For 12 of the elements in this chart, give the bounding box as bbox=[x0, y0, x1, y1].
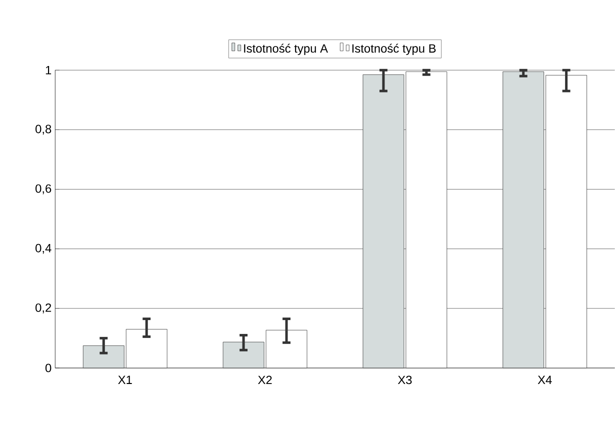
legend-label: Istotność typu A bbox=[244, 44, 328, 55]
x-tick-label: X1 bbox=[118, 376, 132, 384]
x-tick-label: X3 bbox=[398, 376, 412, 384]
y-tick-label: 0,4 bbox=[36, 244, 52, 254]
x-tick-label: X2 bbox=[258, 376, 272, 384]
y-tick-label: 0,8 bbox=[36, 124, 52, 135]
y-tick-label: 1 bbox=[46, 66, 52, 74]
y-tick-label: 0,6 bbox=[36, 184, 52, 194]
x-tick-label: X4 bbox=[538, 376, 552, 384]
y-tick-label: 0,2 bbox=[36, 303, 52, 314]
y-tick-label: 0 bbox=[45, 364, 52, 372]
legend-label: Istotność typu B bbox=[352, 44, 436, 55]
